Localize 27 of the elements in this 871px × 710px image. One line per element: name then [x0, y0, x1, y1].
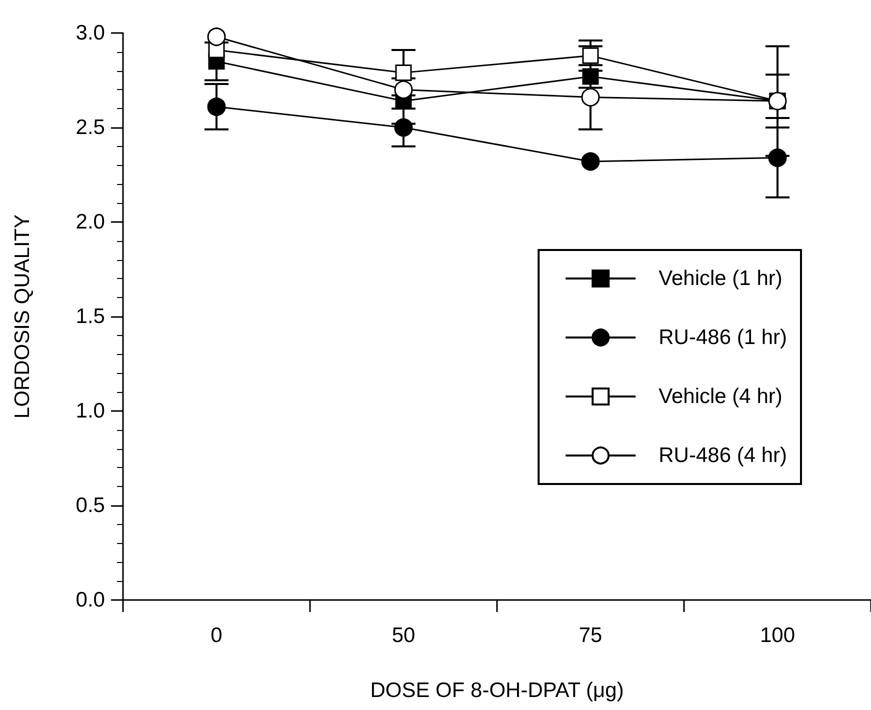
point — [394, 118, 413, 137]
x-tick-label: 50 — [392, 624, 416, 647]
point — [207, 28, 226, 46]
y-tick-label: 2.5 — [76, 116, 105, 139]
point — [207, 97, 226, 116]
y-tick-label: 0.5 — [76, 494, 105, 517]
legend-label: RU-486 (4 hr) — [658, 444, 788, 467]
point — [582, 68, 599, 85]
legend-label: RU-486 (1 hr) — [658, 326, 788, 349]
y-tick-label: 0.0 — [76, 588, 105, 612]
point — [581, 152, 600, 171]
x-tick-label: 0 — [210, 624, 222, 647]
y-tick-label: 3.0 — [76, 22, 105, 44]
x-axis-title: DOSE OF 8-OH-DPAT (μg) — [370, 679, 624, 702]
y-tick-label: 1.5 — [76, 305, 105, 328]
legend-label: Vehicle (4 hr) — [658, 385, 782, 408]
y-axis-title: LORDOSIS QUALITY — [11, 214, 34, 419]
point — [768, 148, 787, 167]
y-tick-label: 1.0 — [76, 400, 105, 422]
point — [581, 88, 600, 107]
x-tick-label: 75 — [578, 624, 602, 647]
point — [394, 80, 413, 99]
x-tick-label: 100 — [760, 624, 796, 647]
y-tick-label: 2.0 — [76, 210, 105, 234]
legend-label: Vehicle (1 hr) — [658, 267, 782, 290]
point — [395, 64, 412, 81]
point — [582, 47, 599, 64]
